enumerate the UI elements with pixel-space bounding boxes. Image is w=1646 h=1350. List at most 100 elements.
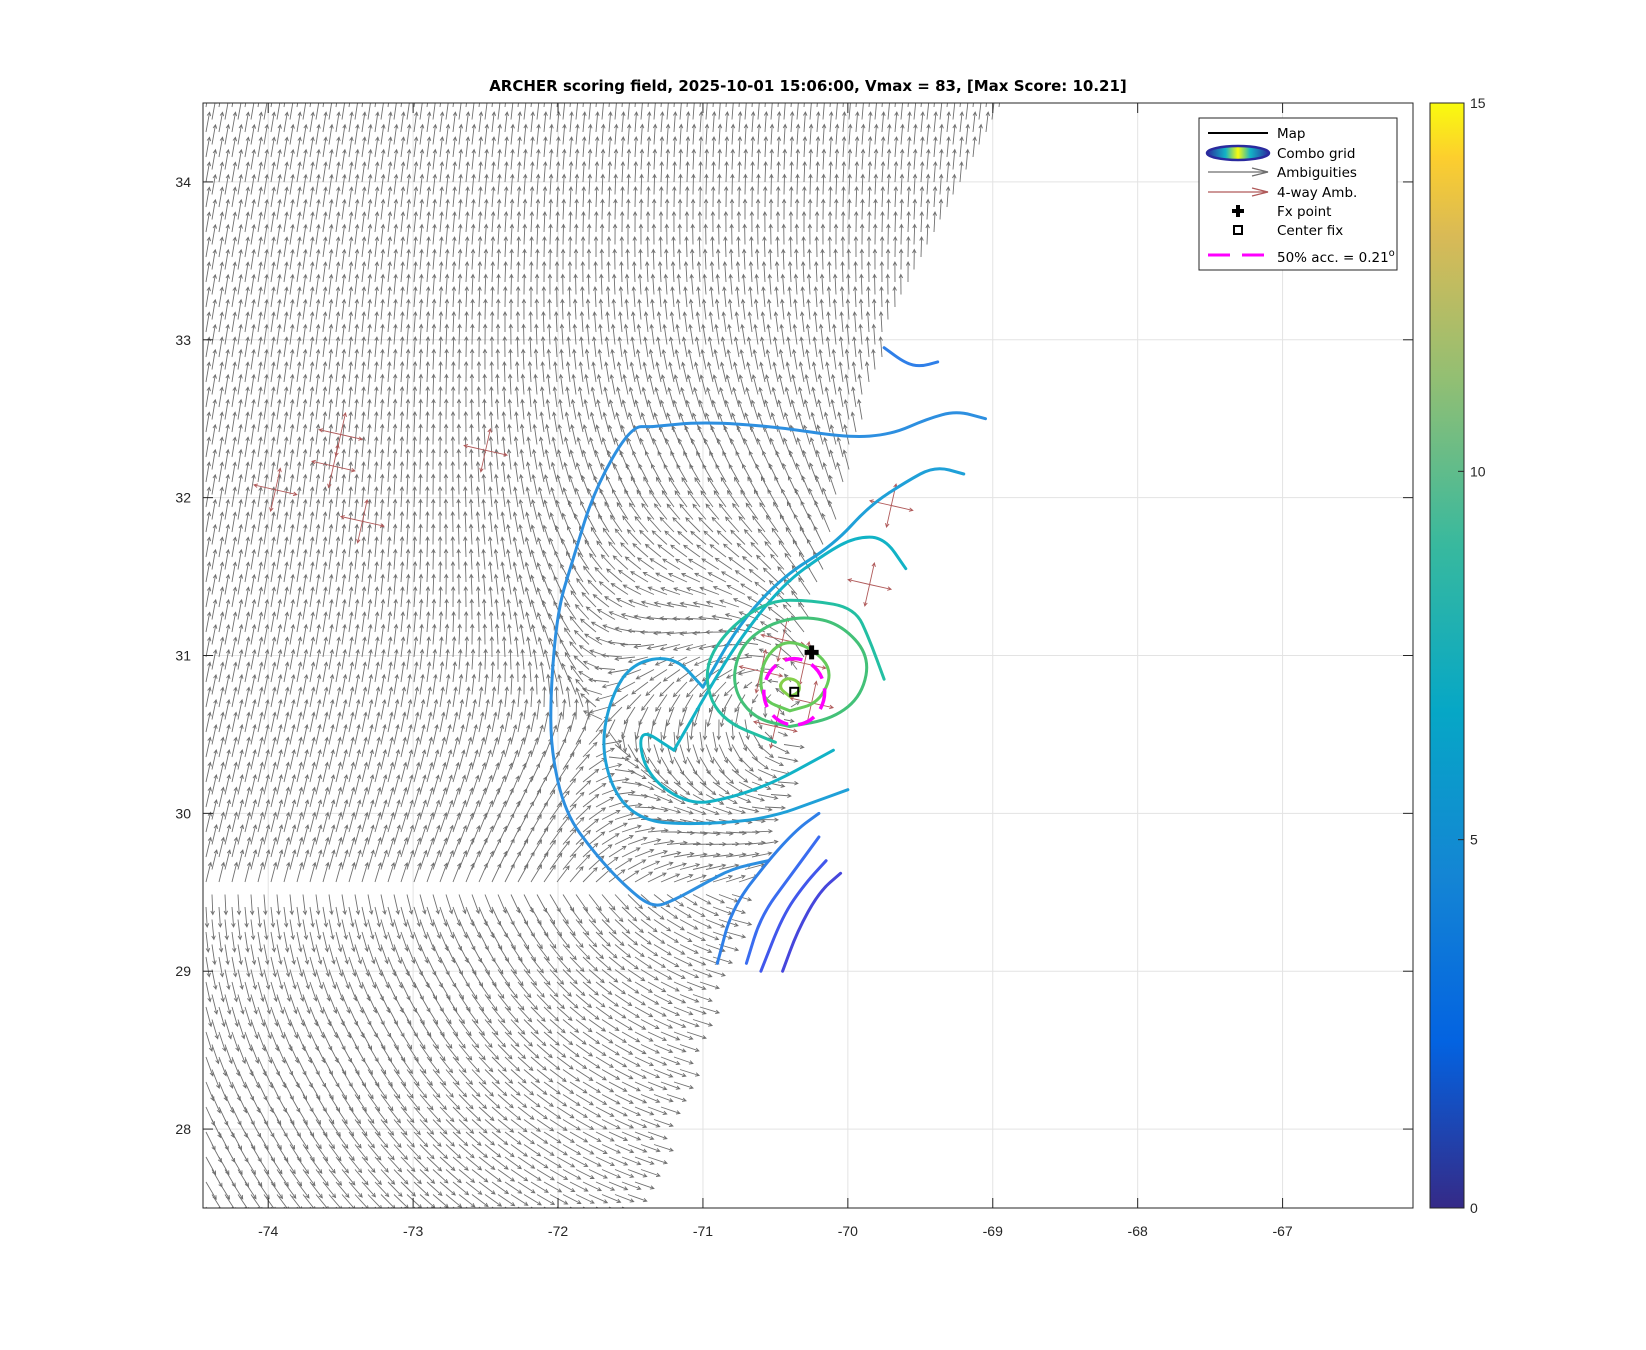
ambiguity-arrow <box>250 448 256 470</box>
ambiguity-arrow <box>218 711 225 733</box>
ambiguity-arrow <box>475 511 480 533</box>
ambiguity-arrow <box>530 1181 549 1193</box>
ambiguity-arrow <box>328 573 334 595</box>
ambiguity-arrow <box>624 556 642 570</box>
ambiguity-arrow <box>641 386 649 408</box>
ambiguity-arrow <box>328 598 334 620</box>
ambiguity-arrow <box>250 969 258 990</box>
ambiguity-arrow <box>380 849 388 870</box>
ambiguity-arrow <box>580 286 585 308</box>
ambiguity-arrow <box>595 637 616 645</box>
ambiguity-arrow <box>478 1181 496 1195</box>
ambiguity-arrow <box>593 235 599 257</box>
ambiguity-arrow <box>767 248 773 270</box>
ambiguity-arrow <box>627 859 647 870</box>
ambiguity-arrow <box>374 411 379 433</box>
ambiguity-arrow <box>361 1206 364 1208</box>
ambiguity-arrow <box>432 223 437 245</box>
ambiguity-arrow <box>400 1131 415 1148</box>
ambiguity-arrow <box>662 669 681 682</box>
ambiguity-arrow <box>322 486 328 508</box>
ambiguity-arrow <box>588 944 605 960</box>
ambiguity-arrow <box>497 1069 514 1084</box>
ambiguity-arrow <box>690 223 695 245</box>
ambiguity-arrow <box>802 449 811 470</box>
ambiguity-arrow <box>224 1069 234 1089</box>
ambiguity-arrow <box>315 548 321 570</box>
ambiguity-arrow <box>205 736 212 758</box>
ambiguity-arrow <box>465 236 470 258</box>
ambiguity-arrow <box>426 736 433 758</box>
ambiguity-arrow <box>523 851 535 870</box>
ambiguity-arrow <box>585 298 591 320</box>
ambiguity-arrow <box>885 273 890 295</box>
ambiguity-arrow <box>762 210 768 233</box>
ambiguity-arrow <box>998 103 1000 108</box>
ambiguity-arrow <box>367 944 376 965</box>
ambiguity-arrow <box>361 161 367 183</box>
ambiguity-arrow <box>501 411 506 433</box>
ambiguity-arrow <box>575 854 591 870</box>
ambiguity-arrow <box>400 311 405 333</box>
ambiguity-arrow <box>777 399 785 420</box>
ambiguity-arrow <box>432 894 440 915</box>
ambiguity-arrow <box>531 499 538 520</box>
ambiguity-arrow <box>569 1006 587 1021</box>
colorbar-tick-label: 5 <box>1470 832 1478 848</box>
ambiguity-arrow <box>692 601 714 608</box>
ambiguity-arrow <box>638 248 643 270</box>
ambiguity-arrow <box>626 198 631 220</box>
ambiguity-arrow <box>419 148 425 170</box>
ambiguity-arrow <box>419 774 427 795</box>
ambiguity-arrow <box>860 173 865 195</box>
ambiguity-arrow <box>614 1094 634 1104</box>
ambiguity-arrow <box>692 1019 714 1027</box>
ambiguity-arrow <box>341 623 347 645</box>
ambiguity-arrow <box>263 348 269 370</box>
ambiguity-arrow <box>257 586 264 608</box>
ambiguity-arrow <box>484 724 491 745</box>
ambiguity-arrow <box>218 1081 228 1102</box>
ambiguity-arrow <box>400 931 409 952</box>
ambiguity-arrow <box>400 1156 416 1173</box>
ambiguity-arrow <box>536 123 541 145</box>
ambiguity-arrow <box>457 348 462 370</box>
ambiguity-arrow <box>231 786 238 808</box>
ambiguity-arrow <box>504 1156 522 1170</box>
ambiguity-arrow <box>497 800 507 820</box>
ambiguity-arrow <box>443 448 449 470</box>
ambiguity-arrow <box>607 161 613 183</box>
ambiguity-arrow <box>478 1031 493 1048</box>
ambiguity-arrow <box>419 648 425 670</box>
ambiguity-arrow <box>205 836 213 858</box>
ambiguity-arrow <box>400 661 406 683</box>
ambiguity-arrow <box>283 436 289 458</box>
ambiguity-arrow <box>400 862 409 883</box>
ambiguity-arrow <box>335 711 342 733</box>
ambiguity-arrow <box>504 863 515 883</box>
ambiguity-arrow <box>465 1056 480 1073</box>
ambiguity-arrow <box>465 1031 480 1049</box>
ambiguity-arrow <box>335 561 341 583</box>
ambiguity-arrow <box>965 123 970 145</box>
ambiguity-arrow <box>523 749 533 770</box>
ambiguity-arrow <box>244 761 251 783</box>
ambiguity-arrow <box>387 786 395 808</box>
ambiguity-arrow <box>582 931 598 948</box>
ambiguity-arrow <box>348 561 354 583</box>
ambiguity-arrow <box>520 373 526 395</box>
ambiguity-arrow <box>354 944 363 965</box>
ambiguity-arrow <box>541 261 547 283</box>
ambiguity-arrow <box>620 613 642 620</box>
ambiguity-arrow <box>387 811 395 833</box>
ambiguity-arrow <box>771 527 785 545</box>
ambiguity-arrow <box>231 436 237 458</box>
ambiguity-arrow <box>374 336 379 358</box>
ambiguity-arrow <box>354 223 360 245</box>
ambiguity-arrow <box>571 373 577 395</box>
ambiguity-arrow <box>491 1056 507 1072</box>
ambiguity-arrow <box>491 186 496 208</box>
ambiguity-arrow <box>218 136 225 158</box>
ambiguity-arrow <box>545 398 551 420</box>
